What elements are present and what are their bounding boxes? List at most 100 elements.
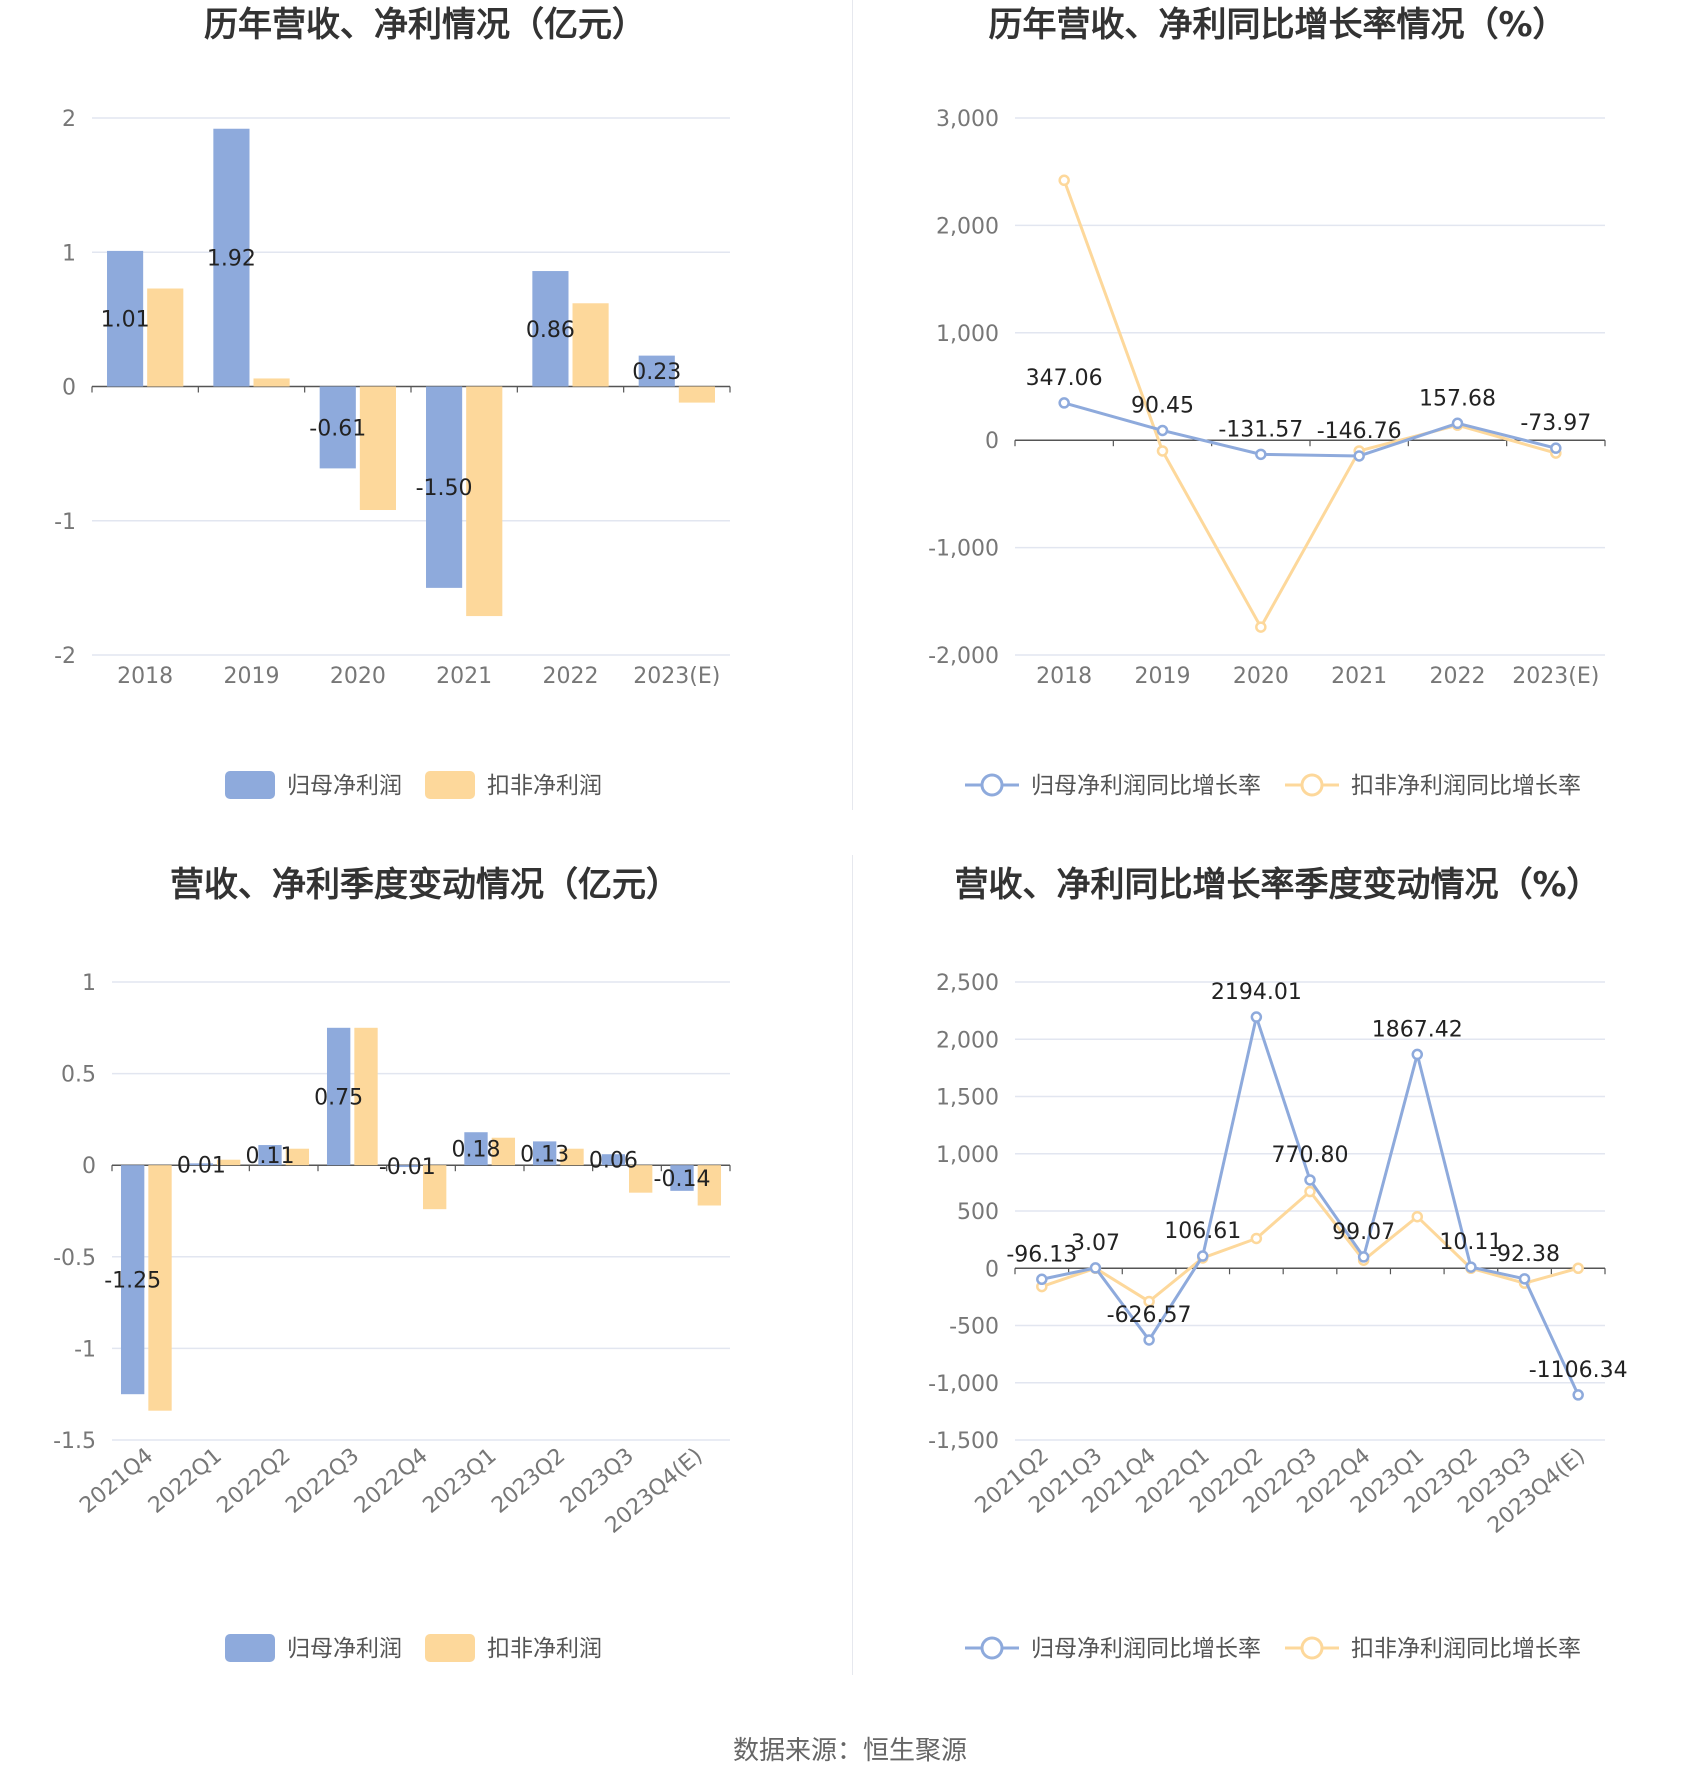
- chart-quarterly-growth: 营收、净利同比增长率季度变动情况（%） 2,500 2,000 1,500 1,000 5…: [855, 860, 1700, 1695]
- point-parent-growth: [1036, 1273, 1048, 1286]
- x-tick-label: 2018: [1036, 664, 1092, 689]
- chart-title: 历年营收、净利情况（亿元）: [204, 5, 646, 45]
- legend: 归母净利润 扣非净利润: [225, 771, 602, 799]
- y-tick-label: 2,000: [936, 1028, 999, 1053]
- point-deducted-growth: [1058, 174, 1070, 187]
- bar-parent-net-profit: [464, 1132, 488, 1166]
- series-line-deducted-net-profit-growth: [1062, 179, 1557, 631]
- bar-deducted-net-profit: [572, 303, 609, 387]
- data-label: 0.13: [520, 1142, 569, 1167]
- point-parent-growth: [1572, 1389, 1584, 1401]
- x-tick-label: 2022: [1430, 664, 1486, 689]
- vertical-divider-bottom: [852, 855, 853, 1675]
- bar-deducted-net-profit: [147, 288, 184, 387]
- legend-marker: [980, 1636, 1004, 1660]
- bar-deducted-net-profit: [217, 1159, 241, 1166]
- data-label: 0.18: [452, 1138, 501, 1163]
- point-parent-growth: [1353, 450, 1365, 462]
- legend-label: 归母净利润同比增长率: [1031, 773, 1261, 799]
- point-parent-growth: [1518, 1273, 1531, 1285]
- legend-swatch: [225, 1634, 275, 1662]
- y-tick-label: -1: [74, 1337, 96, 1362]
- annual-profit-chart-svg: 历年营收、净利情况（亿元） 2 1 0 -1 -2 2018 2019 2020 2021 2022…: [54, 5, 731, 799]
- data-label: 1867.42: [1372, 1017, 1463, 1042]
- data-label: 2194.01: [1211, 980, 1302, 1005]
- y-tick-label: -1.5: [53, 1429, 96, 1454]
- y-tick-label: 0: [985, 429, 999, 454]
- bar-deducted-net-profit: [491, 1137, 516, 1166]
- point-deducted-growth: [1250, 1232, 1263, 1245]
- x-tick-label: 2019: [224, 664, 280, 689]
- data-label: 0.86: [526, 318, 575, 343]
- point-parent-growth: [1250, 1011, 1263, 1023]
- y-tick-label: 2,000: [936, 214, 999, 239]
- point-parent-growth: [1465, 1261, 1477, 1273]
- y-tick-label: 1: [62, 241, 76, 266]
- data-label: 157.68: [1419, 386, 1496, 411]
- data-label: 1.92: [207, 247, 256, 272]
- point-deducted-growth: [1572, 1262, 1584, 1274]
- bar-parent-net-profit: [670, 1165, 694, 1191]
- data-label: -131.57: [1218, 417, 1303, 442]
- data-label: 99.07: [1332, 1220, 1395, 1245]
- bar-deducted-net-profit: [697, 1165, 722, 1206]
- point-deducted-growth: [1304, 1185, 1316, 1198]
- series-line-parent-net-profit-growth: [1063, 401, 1557, 458]
- legend: 归母净利润 扣非净利润: [225, 1634, 602, 1662]
- bar-parent-net-profit: [532, 271, 569, 387]
- bar-deducted-net-profit: [359, 386, 396, 511]
- x-tick-label: 2022: [543, 664, 599, 689]
- y-tick-label: 500: [957, 1200, 999, 1225]
- data-label: 0.75: [314, 1086, 363, 1111]
- point-parent-growth: [1089, 1262, 1102, 1274]
- point-deducted-growth: [1143, 1295, 1155, 1308]
- annual-growth-chart-svg: 历年营收、净利同比增长率情况（%） 3,000 2,000 1,000 0 -1,000 -…: [928, 5, 1606, 799]
- x-tick-label: 2022Q3: [281, 1443, 364, 1518]
- x-tick-label: 2022Q1: [144, 1443, 227, 1518]
- data-label: 347.06: [1026, 366, 1103, 391]
- chart-title: 营收、净利同比增长率季度变动情况（%）: [954, 865, 1600, 905]
- bar-deducted-net-profit: [423, 1165, 447, 1210]
- bar-parent-net-profit: [107, 250, 144, 387]
- point-parent-growth: [1058, 397, 1070, 409]
- bar-deducted-net-profit: [560, 1148, 584, 1166]
- x-tick-label: 2023Q1: [419, 1443, 502, 1518]
- y-tick-label: -1: [54, 510, 76, 535]
- data-label: -0.01: [379, 1155, 436, 1180]
- data-label: 106.61: [1164, 1219, 1241, 1244]
- data-label: -146.76: [1317, 419, 1402, 444]
- point-parent-growth: [1411, 1048, 1424, 1061]
- x-tick-label: 2018: [117, 664, 173, 689]
- chart-quarterly-profit: 营收、净利季度变动情况（亿元） 1 0.5 0 -0.5 -1 -1.5 2021Q4 2022…: [0, 860, 850, 1695]
- legend-marker: [1300, 1636, 1324, 1660]
- bar-parent-net-profit: [395, 1165, 419, 1168]
- y-tick-label: 3,000: [936, 107, 999, 132]
- legend-swatch: [225, 771, 275, 799]
- x-tick-label: 2021: [1331, 664, 1387, 689]
- bar-deducted-net-profit: [629, 1165, 653, 1193]
- y-tick-label: 0: [82, 1154, 96, 1179]
- quarterly-profit-chart-svg: 营收、净利季度变动情况（亿元）10.50-0.5-1-1.52021Q42022…: [53, 865, 731, 1662]
- data-label: 770.80: [1272, 1143, 1349, 1168]
- chart-annual-profit: 历年营收、净利情况（亿元） 2 1 0 -1 -2 2018 2019 2020 2021 2022…: [0, 0, 850, 825]
- data-label: 0.11: [246, 1144, 295, 1169]
- bar-deducted-net-profit: [466, 386, 503, 617]
- bar-deducted-net-profit: [354, 1027, 378, 1166]
- bar-parent-net-profit: [319, 386, 356, 469]
- x-tick-label: 2022Q4: [350, 1443, 433, 1518]
- x-tick-label: 2023(E): [633, 664, 720, 689]
- y-tick-label: -2,000: [928, 644, 999, 669]
- data-label: -1.25: [104, 1269, 161, 1294]
- legend-marker: [980, 773, 1004, 797]
- vertical-divider-top: [852, 0, 853, 810]
- legend-label: 扣非净利润同比增长率: [1351, 1636, 1581, 1662]
- point-deducted-growth: [1255, 621, 1267, 633]
- x-tick-label: 2021: [436, 664, 492, 689]
- y-tick-label: 0: [985, 1257, 999, 1282]
- bar-parent-net-profit: [258, 1145, 282, 1166]
- chart-title: 营收、净利季度变动情况（亿元）: [170, 865, 680, 905]
- data-source-note: 数据来源：恒生聚源: [732, 1736, 967, 1766]
- legend-label: 归母净利润同比增长率: [1031, 1636, 1261, 1662]
- data-label: -73.97: [1520, 411, 1591, 436]
- data-label: -1106.34: [1529, 1358, 1628, 1383]
